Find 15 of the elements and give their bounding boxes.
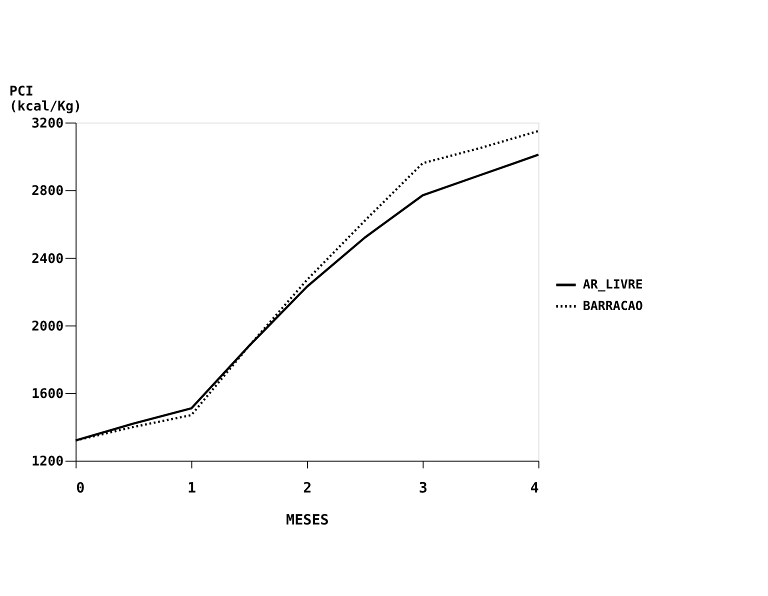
- x-tick-label: 2: [303, 480, 312, 496]
- x-tick-label: 0: [76, 480, 85, 496]
- legend-label: AR_LIVRE: [582, 276, 643, 292]
- y-tick-label: 1200: [32, 454, 64, 470]
- legend-label: BARRACAO: [582, 298, 643, 313]
- y-tick-label: 2800: [32, 184, 64, 200]
- y-tick-label: 2400: [32, 252, 64, 267]
- x-tick-label: 3: [418, 480, 428, 496]
- y-tick-label: 2000: [32, 319, 64, 334]
- y-tick-label: 3200: [32, 116, 64, 132]
- x-tick-label: 4: [530, 480, 539, 496]
- x-tick-label: 1: [187, 480, 196, 496]
- y-tick-label: 1600: [32, 387, 64, 402]
- x-axis-title: MESES: [286, 512, 329, 528]
- y-axis-title: PCI (kcal/Kg): [9, 84, 82, 115]
